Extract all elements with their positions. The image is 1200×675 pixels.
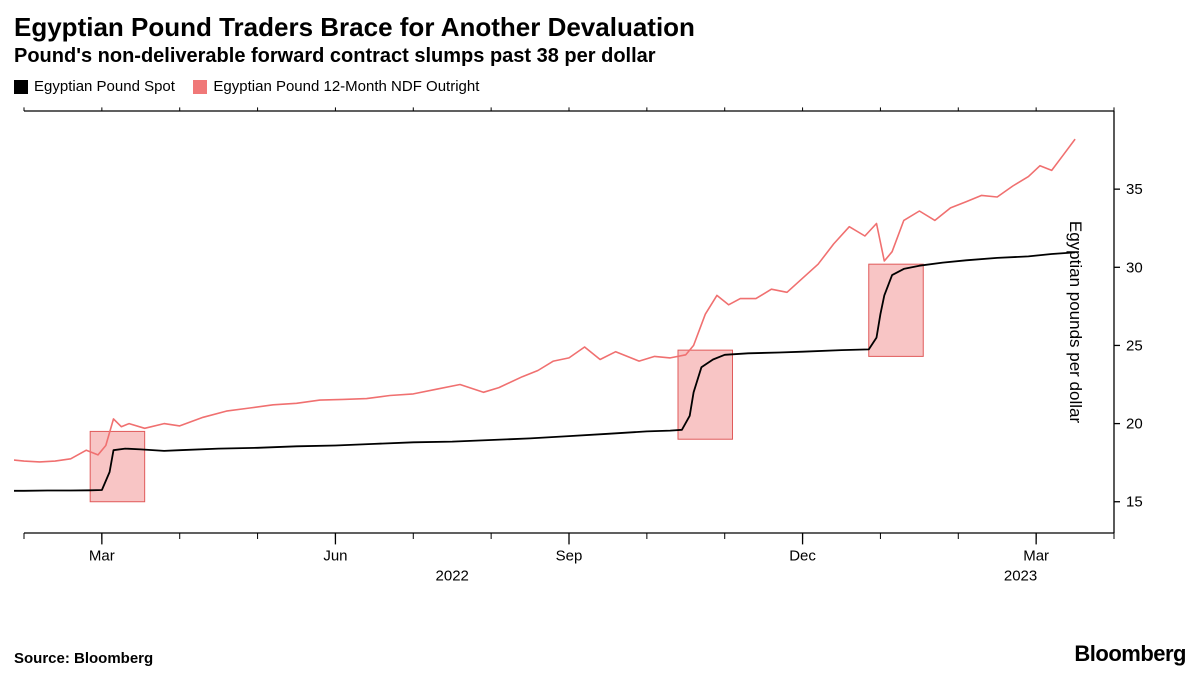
legend-label-ndf: Egyptian Pound 12-Month NDF Outright — [213, 78, 479, 95]
legend-label-spot: Egyptian Pound Spot — [34, 78, 175, 95]
x-tick-label: Mar — [89, 547, 115, 564]
y-tick-label: 20 — [1126, 415, 1143, 432]
line-chart: 15 20 25 30 35 Mar Jun Sep Dec Mar 2022 2023 — [14, 103, 1186, 598]
y-tick-label: 25 — [1126, 337, 1143, 354]
legend-item-spot: Egyptian Pound Spot — [14, 78, 175, 95]
chart-subtitle: Pound's non-deliverable forward contract… — [14, 45, 1186, 68]
source-label: Source: Bloomberg — [14, 650, 153, 667]
x-year-label: 2022 — [436, 567, 469, 584]
y-axis-label: Egyptian pounds per dollar — [1065, 220, 1085, 422]
highlight-box — [869, 264, 924, 356]
highlight-box — [678, 350, 733, 439]
x-tick-label: Dec — [789, 547, 816, 564]
highlight-box — [90, 431, 145, 501]
y-tick-label: 35 — [1126, 181, 1143, 198]
x-tick-label: Jun — [323, 547, 347, 564]
brand-logo: Bloomberg — [1074, 641, 1186, 667]
legend-swatch-spot — [14, 80, 28, 94]
chart-title: Egyptian Pound Traders Brace for Another… — [14, 12, 1186, 43]
x-year-label: 2023 — [1004, 567, 1037, 584]
legend: Egyptian Pound Spot Egyptian Pound 12-Mo… — [14, 78, 1186, 99]
y-tick-label: 30 — [1126, 259, 1143, 276]
legend-item-ndf: Egyptian Pound 12-Month NDF Outright — [193, 78, 479, 95]
y-tick-label: 15 — [1126, 493, 1143, 510]
legend-swatch-ndf — [193, 80, 207, 94]
x-tick-label: Mar — [1023, 547, 1049, 564]
x-tick-label: Sep — [556, 547, 583, 564]
chart-area: 15 20 25 30 35 Mar Jun Sep Dec Mar 2022 2023 Egypti… — [14, 103, 1186, 598]
